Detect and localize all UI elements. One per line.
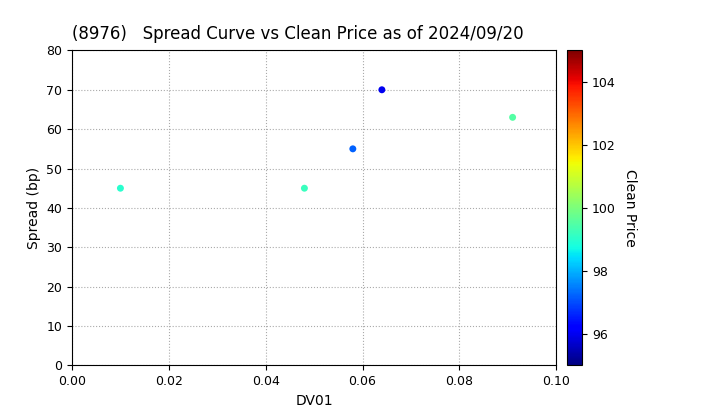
Text: (8976)   Spread Curve vs Clean Price as of 2024/09/20: (8976) Spread Curve vs Clean Price as of… — [72, 25, 523, 43]
Y-axis label: Spread (bp): Spread (bp) — [27, 167, 41, 249]
Y-axis label: Clean Price: Clean Price — [623, 169, 636, 247]
Point — [507, 114, 518, 121]
Point — [376, 87, 387, 93]
Point — [114, 185, 126, 192]
Point — [347, 145, 359, 152]
Point — [299, 185, 310, 192]
X-axis label: DV01: DV01 — [295, 394, 333, 408]
